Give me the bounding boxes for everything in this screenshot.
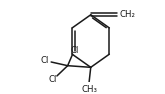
Text: Cl: Cl [40,56,49,65]
Text: Cl: Cl [49,75,57,84]
Text: CH₃: CH₃ [81,85,97,94]
Text: Cl: Cl [70,46,78,55]
Text: CH₂: CH₂ [119,10,135,19]
